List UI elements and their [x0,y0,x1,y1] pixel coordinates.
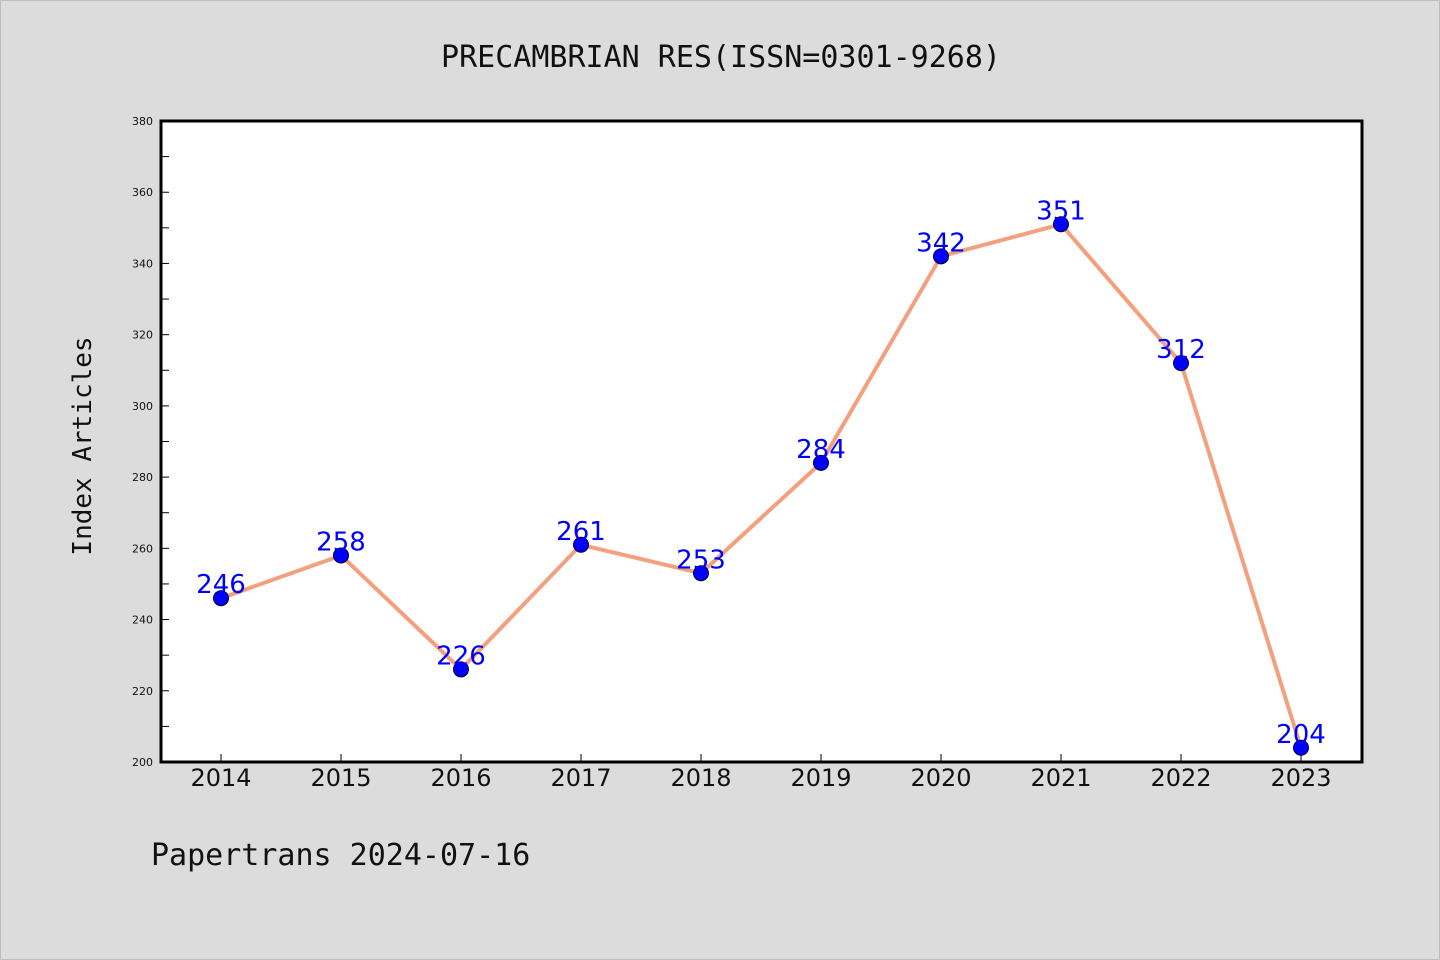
y-tick-label: 320 [132,329,153,342]
data-label: 226 [436,641,486,671]
footer-credit: Papertrans 2024-07-16 [151,838,530,873]
series-layer [220,222,1303,749]
data-point [213,590,229,607]
data-point [573,536,589,553]
x-tick-label: 2023 [1270,764,1331,792]
marker-layer [213,216,1309,756]
series-line [220,222,1303,749]
x-axis-ticks: 2014 2015 2016 2017 2018 2019 2020 2021 2022 2023 [190,754,1332,792]
x-tick-label: 2022 [1150,764,1211,792]
y-tick-label: 300 [132,400,153,413]
data-label: 312 [1156,335,1206,365]
y-tick-label: 360 [132,186,153,199]
y-axis-ticks: 200 220 240 260 280 300 320 340 360 380 [132,115,169,769]
data-point [1053,216,1069,233]
data-point [1293,739,1309,756]
chart-title: PRECAMBRIAN RES(ISSN=0301-9268) [441,40,1001,75]
data-label: 246 [196,570,246,600]
data-label: 284 [796,435,846,465]
x-tick-label: 2020 [910,764,971,792]
y-axis-label: Index Articles [68,336,98,555]
data-point [933,248,949,265]
x-tick-label: 2014 [190,764,251,792]
y-tick-label: 340 [132,257,153,270]
data-label: 253 [676,545,726,575]
y-tick-label: 220 [132,685,153,698]
data-label: 342 [916,228,966,258]
x-tick-label: 2019 [790,764,851,792]
data-label: 258 [316,527,366,557]
plot-area [159,119,1364,764]
y-tick-label: 260 [132,542,153,555]
x-tick-label: 2016 [430,764,491,792]
data-label-layer: 246 258 226 261 253 284 342 351 312 204 [196,196,1326,749]
x-tick-label: 2021 [1030,764,1091,792]
x-tick-label: 2015 [310,764,371,792]
data-point [693,565,709,582]
data-point [453,661,469,678]
data-point [813,454,829,471]
data-point [333,547,349,564]
y-tick-label: 380 [132,115,153,128]
data-label: 261 [556,517,606,547]
y-tick-label: 200 [132,756,153,769]
y-tick-label: 240 [132,614,153,627]
data-label: 204 [1276,720,1326,750]
y-tick-label: 280 [132,471,153,484]
x-tick-label: 2018 [670,764,731,792]
data-label: 351 [1036,196,1086,226]
data-point [1173,355,1189,372]
x-tick-label: 2017 [550,764,611,792]
